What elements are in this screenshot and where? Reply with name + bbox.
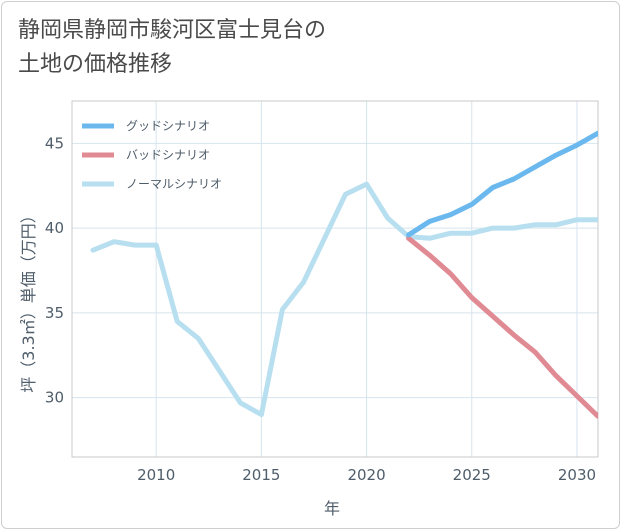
y-tick-label: 45 bbox=[45, 134, 64, 152]
x-tick-labels: 2010 2015 2020 2025 2030 bbox=[137, 466, 596, 484]
legend-label: ノーマルシナリオ bbox=[126, 177, 222, 191]
x-tick-label: 2015 bbox=[242, 466, 280, 484]
y-tick-label: 35 bbox=[45, 304, 64, 322]
x-tick-label: 2020 bbox=[347, 466, 385, 484]
series-line-2 bbox=[90, 181, 598, 418]
series-line-1 bbox=[406, 235, 598, 419]
plot-area-border bbox=[71, 100, 599, 458]
y-tick-label: 30 bbox=[45, 389, 64, 407]
series-line-0 bbox=[406, 130, 598, 238]
y-tick-labels: 30 35 40 45 bbox=[45, 134, 64, 406]
y-axis-label: 坪（3.3㎡）単価（万円） bbox=[19, 207, 38, 392]
legend-label: グッドシナリオ bbox=[126, 119, 210, 133]
x-axis-label: 年 bbox=[324, 499, 340, 518]
x-tick-label: 2010 bbox=[137, 466, 175, 484]
x-tick-label: 2030 bbox=[558, 466, 596, 484]
y-tick-label: 40 bbox=[45, 219, 64, 237]
chart-title: 静岡県静岡市駿河区富士見台の 土地の価格推移 bbox=[18, 18, 327, 77]
series-lines bbox=[90, 130, 598, 419]
x-tick-label: 2025 bbox=[453, 466, 491, 484]
legend-label: バッドシナリオ bbox=[126, 148, 210, 162]
